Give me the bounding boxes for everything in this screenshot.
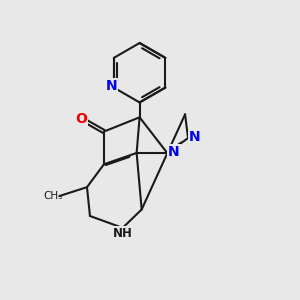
Text: N: N bbox=[106, 80, 117, 93]
Text: NH: NH bbox=[113, 227, 133, 240]
Text: N: N bbox=[189, 130, 200, 144]
Text: N: N bbox=[168, 145, 180, 159]
Text: O: O bbox=[75, 112, 87, 126]
Text: CH₃: CH₃ bbox=[43, 191, 62, 201]
